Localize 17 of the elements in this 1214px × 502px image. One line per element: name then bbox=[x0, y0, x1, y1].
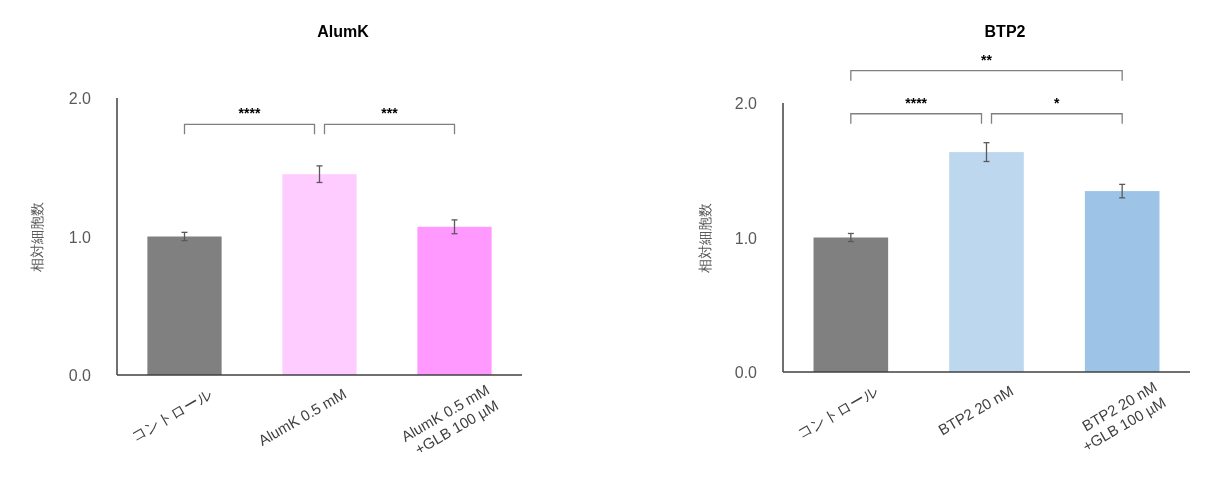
annotation: **** bbox=[238, 105, 261, 122]
chart-title: BTP2 bbox=[984, 23, 1026, 40]
y-tick-label: 2.0 bbox=[734, 95, 758, 112]
x-tick-label: コントロール bbox=[793, 381, 881, 442]
y-tick-label: 1.0 bbox=[68, 228, 92, 246]
y-axis-title: 相対細胞数 bbox=[29, 201, 45, 272]
chart-title: AlumK bbox=[317, 23, 370, 40]
annotation: **** bbox=[905, 94, 928, 111]
y-tick-label: 2.0 bbox=[68, 90, 92, 107]
y-axis-title: 相対細胞数 bbox=[697, 202, 713, 273]
annotation: * bbox=[1054, 94, 1061, 111]
text: ** bbox=[981, 51, 993, 68]
y-tick-label: 1.0 bbox=[734, 229, 758, 247]
x-tick-label: コントロール bbox=[127, 384, 214, 445]
y-tick-label: 0.0 bbox=[734, 364, 758, 381]
annotation: *** bbox=[381, 105, 399, 122]
y-tick-label: 0.0 bbox=[68, 367, 92, 384]
